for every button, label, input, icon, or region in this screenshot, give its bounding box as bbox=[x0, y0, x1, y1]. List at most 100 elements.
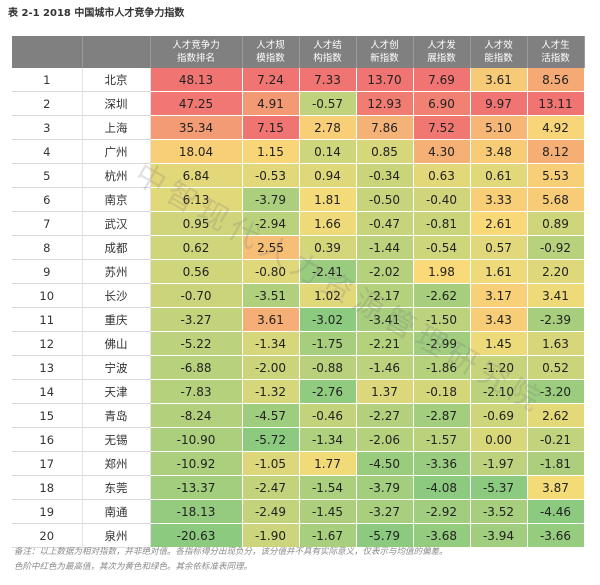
index-value-cell: -2.39 bbox=[527, 307, 585, 332]
index-value-cell: -3.20 bbox=[527, 379, 585, 404]
index-value-cell: 3.17 bbox=[470, 283, 528, 308]
index-value-cell: -2.17 bbox=[356, 283, 414, 308]
table-container: 人才竞争力 指数排名 人才规 模指数 人才结 构指数 人才创 新指数 人才发 展指数 人才效 能指数人… bbox=[12, 36, 585, 548]
index-value-cell: 12.93 bbox=[356, 91, 414, 116]
rank-cell: 10 bbox=[12, 283, 83, 308]
table-body: 1 北京 48.13 7.24 7.33 13.70 7.69 3.61 8.56 2 深圳 47.2… bbox=[12, 68, 585, 548]
index-value-cell: -0.69 bbox=[470, 403, 528, 428]
index-value-cell: -2.21 bbox=[356, 331, 414, 356]
rank-cell: 2 bbox=[12, 91, 83, 116]
rank-cell: 6 bbox=[12, 187, 83, 212]
table-row: 1 北京 48.13 7.24 7.33 13.70 7.69 3.61 8.56 bbox=[12, 68, 585, 92]
index-value-cell: -10.92 bbox=[150, 451, 243, 476]
column-header-line: 展指数 bbox=[427, 53, 456, 64]
index-value-cell: -2.06 bbox=[356, 427, 414, 452]
column-header-6: 人才发 展指数 bbox=[413, 36, 471, 68]
city-cell: 长沙 bbox=[82, 283, 151, 308]
column-header-line: 活指数 bbox=[541, 53, 570, 64]
index-value-cell: -3.41 bbox=[356, 307, 414, 332]
column-header-line: 人才生 bbox=[541, 40, 570, 51]
index-value-cell: -2.92 bbox=[413, 499, 471, 524]
column-header-line: 人才竞争力 bbox=[172, 40, 220, 51]
city-cell: 南京 bbox=[82, 187, 151, 212]
table-row: 4 广州 18.04 1.15 0.14 0.85 4.30 3.48 8.12 bbox=[12, 139, 585, 164]
table-row: 15 青岛 -8.24 -4.57 -0.46 -2.27 -2.87 -0.69 2.62 bbox=[12, 403, 585, 428]
index-value-cell: 7.15 bbox=[242, 115, 300, 140]
index-value-cell: -5.79 bbox=[356, 523, 414, 548]
index-value-cell: -3.02 bbox=[299, 307, 357, 332]
column-header-line: 人才结 bbox=[313, 40, 342, 51]
city-cell: 广州 bbox=[82, 139, 151, 164]
index-value-cell: -3.51 bbox=[242, 283, 300, 308]
city-cell: 泉州 bbox=[82, 523, 151, 548]
index-value-cell: -8.24 bbox=[150, 403, 243, 428]
index-value-cell: -4.46 bbox=[527, 499, 585, 524]
index-value-cell: -1.34 bbox=[242, 331, 300, 356]
column-header-7: 人才效 能指数 bbox=[470, 36, 528, 68]
index-value-cell: -0.46 bbox=[299, 403, 357, 428]
column-header-line: 人才创 bbox=[370, 40, 399, 51]
index-value-cell: 13.11 bbox=[527, 91, 585, 116]
column-header-4: 人才结 构指数 bbox=[299, 36, 357, 68]
column-header-line: 人才发 bbox=[427, 40, 456, 51]
index-value-cell: -3.94 bbox=[470, 523, 528, 548]
table-title: 表 2-1 2018 中国城市人才竞争力指数 bbox=[8, 8, 185, 19]
table-row: 6 南京 6.13 -3.79 1.81 -0.50 -0.40 3.33 5.68 bbox=[12, 187, 585, 212]
index-value-cell: 3.41 bbox=[527, 283, 585, 308]
city-cell: 上海 bbox=[82, 115, 151, 140]
city-cell: 成都 bbox=[82, 235, 151, 260]
index-value-cell: -5.37 bbox=[470, 475, 528, 500]
index-value-cell: -0.57 bbox=[299, 91, 357, 116]
rank-cell: 20 bbox=[12, 523, 83, 548]
index-value-cell: 4.91 bbox=[242, 91, 300, 116]
index-value-cell: -20.63 bbox=[150, 523, 243, 548]
table-row: 2 深圳 47.25 4.91 -0.57 12.93 6.90 9.97 13.11 bbox=[12, 91, 585, 116]
index-value-cell: 0.63 bbox=[413, 163, 471, 188]
index-value-cell: -1.75 bbox=[299, 331, 357, 356]
index-value-cell: 0.61 bbox=[470, 163, 528, 188]
index-value-cell: 48.13 bbox=[150, 68, 243, 92]
index-value-cell: 9.97 bbox=[470, 91, 528, 116]
index-value-cell: 0.62 bbox=[150, 235, 243, 260]
index-value-cell: 0.39 bbox=[299, 235, 357, 260]
column-header-line: 构指数 bbox=[313, 53, 342, 64]
index-value-cell: -3.36 bbox=[413, 451, 471, 476]
index-value-cell: 2.62 bbox=[527, 403, 585, 428]
index-value-cell: -0.54 bbox=[413, 235, 471, 260]
index-value-cell: 7.86 bbox=[356, 115, 414, 140]
index-value-cell: -1.57 bbox=[413, 427, 471, 452]
index-value-cell: -2.94 bbox=[242, 211, 300, 236]
index-value-cell: -2.27 bbox=[356, 403, 414, 428]
footnote-line-1: 备注：以上数据为相对指数，并非绝对值。各指标得分出现负分，该分值并不具有实际意义… bbox=[14, 547, 448, 557]
index-value-cell: -1.90 bbox=[242, 523, 300, 548]
column-header-5: 人才创 新指数 bbox=[356, 36, 414, 68]
table-row: 11 重庆 -3.27 3.61 -3.02 -3.41 -1.50 3.43 -2.39 bbox=[12, 307, 585, 332]
index-value-cell: 2.55 bbox=[242, 235, 300, 260]
table-row: 5 杭州 6.84 -0.53 0.94 -0.34 0.63 0.61 5.53 bbox=[12, 163, 585, 188]
rank-cell: 1 bbox=[12, 68, 83, 92]
column-header-2: 人才竞争力 指数排名 bbox=[150, 36, 243, 68]
index-value-cell: 2.78 bbox=[299, 115, 357, 140]
index-value-cell: -4.08 bbox=[413, 475, 471, 500]
index-value-cell: -1.50 bbox=[413, 307, 471, 332]
index-value-cell: 1.37 bbox=[356, 379, 414, 404]
column-header-line: 模指数 bbox=[256, 53, 285, 64]
rank-cell: 13 bbox=[12, 355, 83, 380]
city-cell: 重庆 bbox=[82, 307, 151, 332]
column-header-line: 人才规 bbox=[256, 40, 285, 51]
index-value-cell: 3.48 bbox=[470, 139, 528, 164]
index-value-cell: 3.61 bbox=[470, 68, 528, 92]
index-value-cell: 0.94 bbox=[299, 163, 357, 188]
rank-cell: 18 bbox=[12, 475, 83, 500]
index-value-cell: 3.33 bbox=[470, 187, 528, 212]
index-value-cell: -3.79 bbox=[242, 187, 300, 212]
city-cell: 南通 bbox=[82, 499, 151, 524]
index-value-cell: 5.10 bbox=[470, 115, 528, 140]
index-value-cell: 13.70 bbox=[356, 68, 414, 92]
table-row: 20 泉州 -20.63 -1.90 -1.67 -5.79 -3.68 -3.94 -3.66 bbox=[12, 523, 585, 548]
index-value-cell: 35.34 bbox=[150, 115, 243, 140]
index-value-cell: -4.57 bbox=[242, 403, 300, 428]
city-cell: 东莞 bbox=[82, 475, 151, 500]
city-cell: 宁波 bbox=[82, 355, 151, 380]
table-row: 13 宁波 -6.88 -2.00 -0.88 -1.46 -1.86 -1.20 0.52 bbox=[12, 355, 585, 380]
